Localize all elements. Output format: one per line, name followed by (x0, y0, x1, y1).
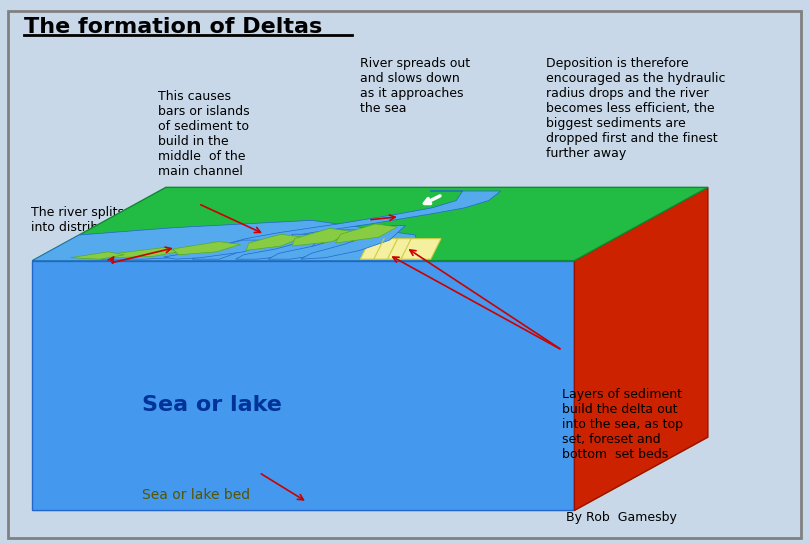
Text: Deposition is therefore
encouraged as the hydraulic
radius drops and the river
b: Deposition is therefore encouraged as th… (546, 57, 726, 160)
Polygon shape (246, 234, 303, 250)
Polygon shape (32, 187, 708, 261)
Text: The river splits
into distributaries: The river splits into distributaries (31, 206, 142, 234)
Polygon shape (70, 252, 125, 259)
Polygon shape (301, 225, 405, 259)
Polygon shape (336, 224, 397, 243)
Polygon shape (292, 229, 351, 246)
Text: Sea or lake: Sea or lake (142, 395, 282, 414)
Polygon shape (574, 187, 708, 510)
Text: By Rob  Gamesby: By Rob Gamesby (566, 511, 677, 524)
Text: Sea or lake bed: Sea or lake bed (142, 488, 250, 502)
Polygon shape (193, 191, 501, 259)
Text: Layers of sediment
build the delta out
into the sea, as top
set, foreset and
bot: Layers of sediment build the delta out i… (562, 388, 684, 461)
Text: The land: The land (485, 238, 545, 252)
Polygon shape (163, 240, 276, 259)
Polygon shape (235, 234, 324, 259)
Polygon shape (268, 230, 365, 259)
Polygon shape (173, 242, 240, 255)
Polygon shape (32, 261, 574, 510)
FancyBboxPatch shape (8, 11, 801, 538)
Polygon shape (100, 246, 248, 259)
Polygon shape (360, 239, 441, 259)
Text: This causes
bars or islands
of sediment to
build in the
middle  of the
main chan: This causes bars or islands of sediment … (158, 90, 249, 178)
Text: The formation of Deltas: The formation of Deltas (24, 17, 323, 37)
Text: River spreads out
and slows down
as it approaches
the sea: River spreads out and slows down as it a… (360, 57, 470, 115)
Polygon shape (32, 220, 422, 261)
Polygon shape (32, 437, 708, 510)
Polygon shape (113, 248, 179, 258)
